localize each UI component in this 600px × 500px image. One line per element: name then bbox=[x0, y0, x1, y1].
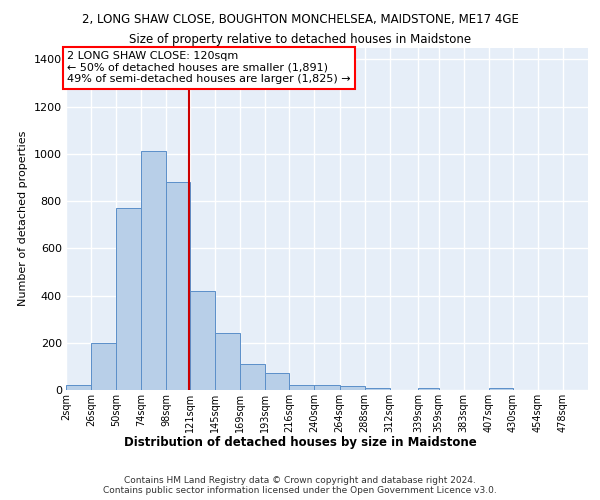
Text: Contains HM Land Registry data © Crown copyright and database right 2024.
Contai: Contains HM Land Registry data © Crown c… bbox=[103, 476, 497, 495]
Y-axis label: Number of detached properties: Number of detached properties bbox=[18, 131, 28, 306]
Bar bbox=[66, 386, 91, 390]
Text: Size of property relative to detached houses in Maidstone: Size of property relative to detached ho… bbox=[129, 32, 471, 46]
Bar bbox=[418, 388, 439, 390]
Bar bbox=[340, 386, 365, 390]
Bar bbox=[289, 386, 314, 390]
Bar bbox=[489, 388, 513, 390]
Bar bbox=[241, 364, 265, 390]
Bar bbox=[91, 343, 116, 390]
Bar bbox=[141, 152, 166, 390]
Bar bbox=[116, 208, 141, 390]
Bar bbox=[190, 291, 215, 390]
Text: Distribution of detached houses by size in Maidstone: Distribution of detached houses by size … bbox=[124, 436, 476, 449]
Text: 2, LONG SHAW CLOSE, BOUGHTON MONCHELSEA, MAIDSTONE, ME17 4GE: 2, LONG SHAW CLOSE, BOUGHTON MONCHELSEA,… bbox=[82, 12, 518, 26]
Bar bbox=[265, 374, 289, 390]
Bar bbox=[215, 334, 241, 390]
Text: 2 LONG SHAW CLOSE: 120sqm
← 50% of detached houses are smaller (1,891)
49% of se: 2 LONG SHAW CLOSE: 120sqm ← 50% of detac… bbox=[67, 51, 350, 84]
Bar bbox=[314, 386, 340, 390]
Bar bbox=[166, 182, 190, 390]
Bar bbox=[365, 388, 389, 390]
